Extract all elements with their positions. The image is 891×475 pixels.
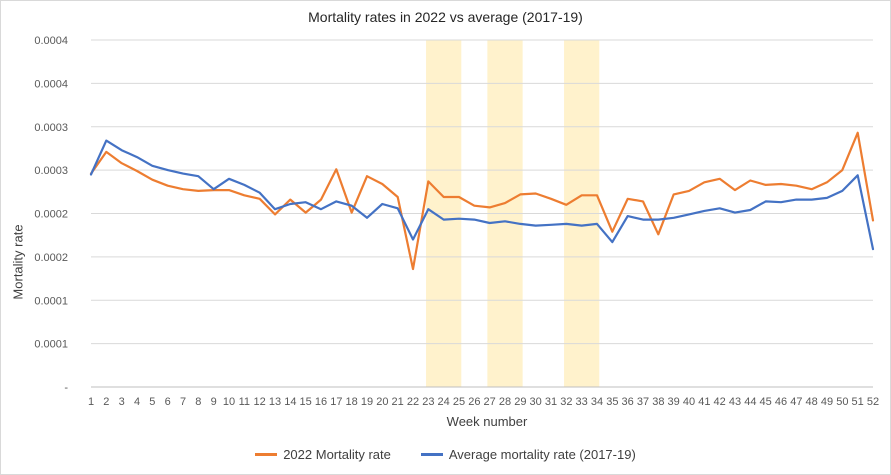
legend-label-2022: 2022 Mortality rate (283, 447, 391, 462)
x-tick-label-38: 38 (652, 396, 664, 408)
x-tick-label-37: 37 (637, 396, 649, 408)
x-tick-label-25: 25 (453, 396, 465, 408)
x-tick-label-8: 8 (195, 396, 201, 408)
x-tick-label-10: 10 (223, 396, 235, 408)
y-tick-label-3: 0.0002 (34, 252, 68, 264)
x-tick-label-24: 24 (438, 396, 450, 408)
x-axis-title: Week number (446, 414, 528, 429)
x-tick-label-17: 17 (330, 396, 342, 408)
x-tick-label-34: 34 (591, 396, 603, 408)
x-tick-label-51: 51 (852, 396, 864, 408)
y-tick-label-6: 0.0003 (34, 122, 68, 134)
x-tick-label-13: 13 (269, 396, 281, 408)
x-tick-label-32: 32 (560, 396, 572, 408)
y-tick-label-4: 0.0002 (34, 209, 68, 221)
y-tick-label-0: - (64, 382, 68, 394)
x-tick-label-23: 23 (422, 396, 434, 408)
x-tick-label-28: 28 (499, 396, 511, 408)
x-tick-label-6: 6 (165, 396, 171, 408)
legend-label-average: Average mortality rate (2017-19) (448, 447, 636, 462)
x-tick-label-19: 19 (361, 396, 373, 408)
x-tick-label-14: 14 (284, 396, 296, 408)
x-tick-label-16: 16 (315, 396, 327, 408)
x-tick-label-41: 41 (698, 396, 710, 408)
x-tick-label-21: 21 (392, 396, 404, 408)
x-tick-label-43: 43 (729, 396, 741, 408)
x-tick-label-7: 7 (180, 396, 186, 408)
x-tick-label-31: 31 (545, 396, 557, 408)
x-tick-label-49: 49 (821, 396, 833, 408)
y-tick-label-1: 0.0001 (34, 339, 68, 351)
x-tick-label-33: 33 (576, 396, 588, 408)
x-tick-label-29: 29 (514, 396, 526, 408)
x-tick-label-22: 22 (407, 396, 419, 408)
x-tick-label-5: 5 (149, 396, 155, 408)
x-tick-label-52: 52 (867, 396, 879, 408)
x-tick-label-11: 11 (239, 396, 250, 408)
x-tick-label-15: 15 (300, 396, 312, 408)
x-tick-label-40: 40 (683, 396, 695, 408)
y-tick-label-5: 0.0003 (34, 165, 68, 177)
x-tick-label-3: 3 (119, 396, 125, 408)
x-tick-label-30: 30 (530, 396, 542, 408)
x-tick-label-12: 12 (254, 396, 266, 408)
legend-item-2022: 2022 Mortality rate (255, 447, 391, 462)
y-tick-label-2: 0.0001 (34, 295, 68, 307)
x-tick-label-48: 48 (806, 396, 818, 408)
legend: 2022 Mortality rate Average mortality ra… (0, 447, 891, 462)
x-tick-label-27: 27 (484, 396, 496, 408)
chart-title: Mortality rates in 2022 vs average (2017… (308, 9, 583, 25)
x-tick-label-35: 35 (606, 396, 618, 408)
x-tick-label-46: 46 (775, 396, 787, 408)
x-tick-label-50: 50 (836, 396, 848, 408)
x-tick-label-36: 36 (622, 396, 634, 408)
x-tick-label-39: 39 (668, 396, 680, 408)
legend-swatch-average (420, 453, 443, 456)
x-tick-label-4: 4 (134, 396, 140, 408)
x-tick-label-26: 26 (468, 396, 480, 408)
legend-swatch-2022 (255, 453, 278, 456)
x-tick-label-44: 44 (744, 396, 756, 408)
y-tick-label-7: 0.0004 (34, 78, 68, 90)
series-line-average (89, 139, 875, 251)
x-tick-label-45: 45 (760, 396, 772, 408)
x-tick-label-18: 18 (346, 396, 358, 408)
x-tick-label-1: 1 (88, 396, 94, 408)
x-tick-label-42: 42 (714, 396, 726, 408)
y-tick-label-8: 0.0004 (34, 35, 68, 47)
x-tick-label-2: 2 (103, 396, 109, 408)
x-tick-label-9: 9 (211, 396, 217, 408)
x-tick-label-20: 20 (376, 396, 388, 408)
series-line-2022 (89, 131, 875, 271)
x-tick-label-47: 47 (790, 396, 802, 408)
legend-item-average: Average mortality rate (2017-19) (420, 447, 636, 462)
